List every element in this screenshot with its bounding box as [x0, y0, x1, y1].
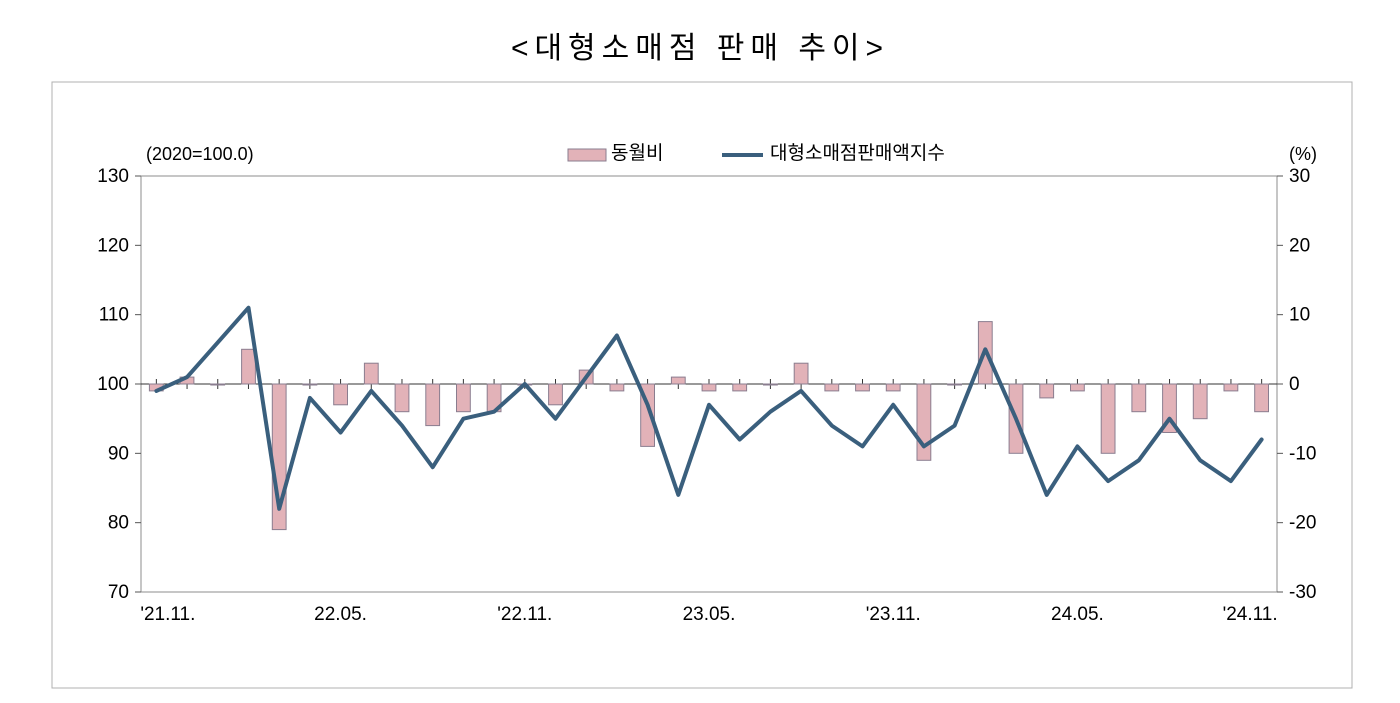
- svg-text:-10: -10: [1289, 443, 1316, 464]
- svg-text:-30: -30: [1289, 582, 1316, 603]
- svg-text:120: 120: [97, 235, 129, 256]
- svg-text:23.05.: 23.05.: [683, 604, 736, 625]
- svg-text:130: 130: [97, 166, 129, 187]
- svg-text:30: 30: [1289, 166, 1310, 187]
- svg-text:24.05.: 24.05.: [1051, 604, 1104, 625]
- svg-text:대형소매점판매액지수: 대형소매점판매액지수: [770, 142, 945, 164]
- svg-text:'23.11.: '23.11.: [866, 604, 921, 625]
- svg-text:(%): (%): [1289, 144, 1317, 164]
- svg-text:90: 90: [108, 443, 129, 464]
- svg-text:100: 100: [97, 374, 129, 395]
- svg-text:20: 20: [1289, 235, 1310, 256]
- svg-text:0: 0: [1289, 374, 1300, 395]
- svg-text:110: 110: [99, 305, 129, 326]
- svg-text:10: 10: [1289, 305, 1310, 326]
- svg-text:22.05.: 22.05.: [314, 604, 367, 625]
- svg-text:70: 70: [108, 582, 129, 603]
- svg-text:'24.11.: '24.11.: [1223, 604, 1278, 625]
- svg-text:'22.11.: '22.11.: [497, 604, 552, 625]
- svg-text:80: 80: [108, 513, 129, 534]
- svg-text:(2020=100.0): (2020=100.0): [146, 144, 254, 164]
- svg-text:동월비: 동월비: [611, 142, 663, 164]
- svg-text:'21.11.: '21.11.: [140, 604, 195, 625]
- svg-text:-20: -20: [1289, 513, 1316, 534]
